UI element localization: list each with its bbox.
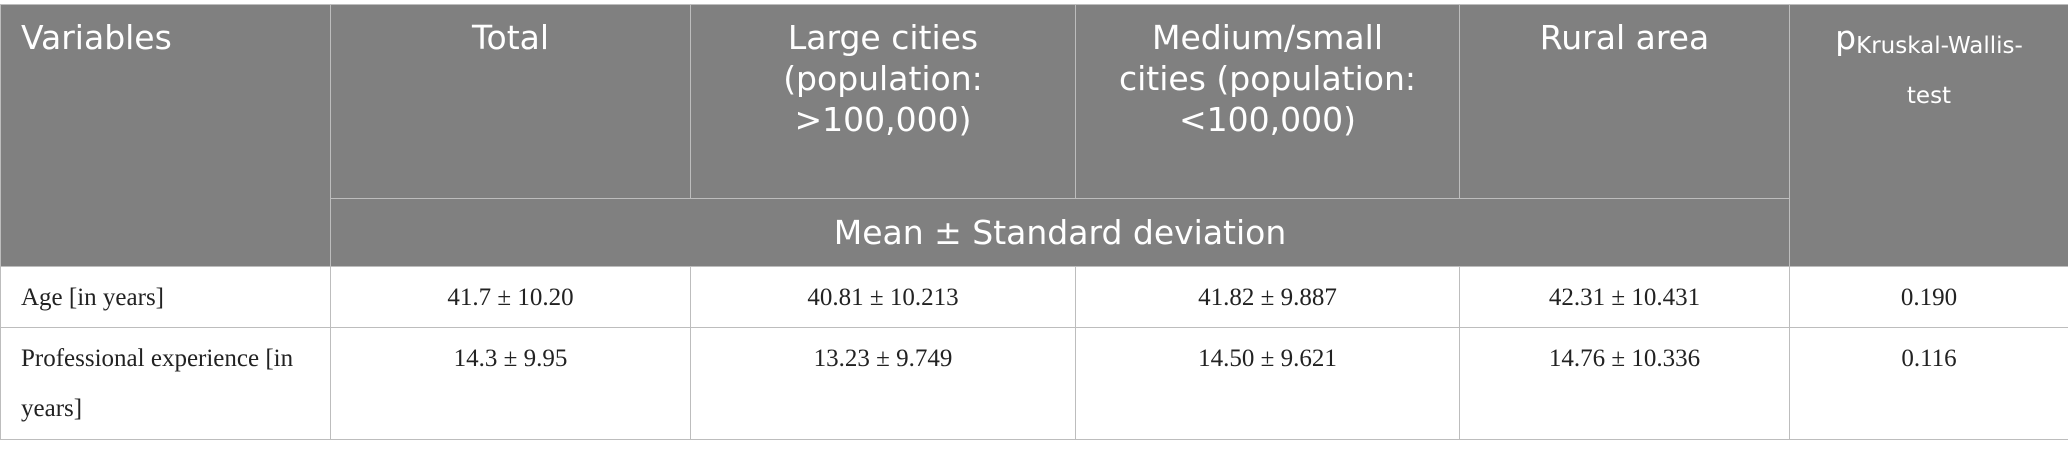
header-cell: Variables — [1, 5, 331, 267]
page: Variables Total Large cities (population… — [0, 4, 2068, 461]
p-subscript: Kruskal-Wallis-test — [1856, 33, 2023, 109]
header-cell: pKruskal-Wallis-test — [1790, 5, 2068, 267]
table-row: Professional experience [in years]14.3 ±… — [1, 328, 2068, 440]
table-cell: 14.76 ± 10.336 — [1460, 328, 1790, 440]
header-cell: Rural area — [1460, 5, 1790, 199]
subheader-cell: Mean ± Standard deviation — [331, 199, 1790, 267]
table-cell: 0.116 — [1790, 328, 2068, 440]
data-table: Variables Total Large cities (population… — [0, 4, 2068, 440]
table-cell: 13.23 ± 9.749 — [691, 328, 1076, 440]
table-cell: 41.82 ± 9.887 — [1076, 267, 1460, 328]
table-cell: 42.31 ± 10.431 — [1460, 267, 1790, 328]
row-label: Age [in years] — [1, 267, 331, 328]
header-cell: Medium/small cities (population: <100,00… — [1076, 5, 1460, 199]
table-cell: 14.3 ± 9.95 — [331, 328, 691, 440]
table-cell: 41.7 ± 10.20 — [331, 267, 691, 328]
row-label: Professional experience [in years] — [1, 328, 331, 440]
p-symbol: p — [1835, 18, 1856, 57]
table-cell: 14.50 ± 9.621 — [1076, 328, 1460, 440]
header-cell: Total — [331, 5, 691, 199]
header-cell: Large cities (population: >100,000) — [691, 5, 1076, 199]
table-cell: 0.190 — [1790, 267, 2068, 328]
table-cell: 40.81 ± 10.213 — [691, 267, 1076, 328]
